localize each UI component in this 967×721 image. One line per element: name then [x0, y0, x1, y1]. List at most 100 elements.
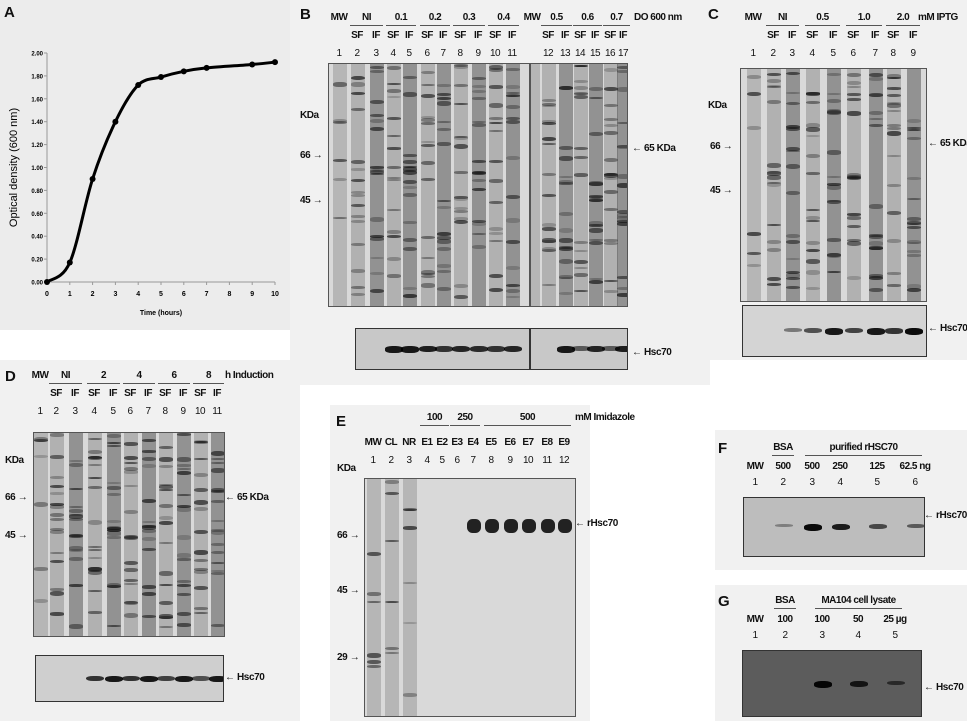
- protein-band: [472, 97, 486, 100]
- data-point: [249, 61, 256, 68]
- protein-band: [177, 535, 191, 541]
- protein-band: [69, 546, 83, 551]
- protein-band: [370, 65, 384, 69]
- protein-band: [421, 236, 435, 240]
- protein-band: [907, 127, 921, 130]
- lane-fraction-label: IF: [213, 388, 221, 399]
- lane-group-label: MA104 cell lysate: [821, 595, 896, 606]
- lane-number: 10: [489, 48, 501, 59]
- protein-band: [159, 583, 173, 587]
- protein-band: [806, 240, 820, 245]
- protein-band: [194, 550, 208, 556]
- protein-band: [786, 163, 800, 169]
- protein-band: [194, 440, 208, 444]
- gel-lane: [542, 64, 556, 306]
- protein-band: [767, 79, 781, 84]
- marker-value: 29: [337, 652, 348, 663]
- protein-band: [142, 463, 156, 468]
- lane-number: 6: [454, 455, 460, 466]
- protein-band: [806, 154, 820, 159]
- protein-band: [887, 184, 901, 188]
- data-point: [44, 279, 50, 285]
- protein-band: [869, 234, 883, 237]
- lane-fraction-label: MW: [746, 461, 764, 472]
- marker-value: 45: [300, 195, 311, 206]
- lane-fraction-label: CL: [384, 437, 398, 448]
- protein-band: [177, 558, 191, 561]
- lane-group-underline: [766, 25, 799, 26]
- protein-band: [107, 482, 121, 485]
- lane-number: 5: [892, 630, 898, 641]
- protein-band: [454, 284, 468, 288]
- protein-band: [506, 95, 520, 98]
- protein-band: [506, 265, 520, 270]
- protein-band: [142, 528, 156, 533]
- lane-number: 13: [559, 48, 571, 59]
- lane-number: 2: [354, 48, 360, 59]
- hsc70-band: [192, 675, 210, 681]
- protein-band: [827, 199, 841, 205]
- lane-number: 16: [604, 48, 616, 59]
- protein-band: [806, 208, 820, 212]
- lane-group-label: 0.2: [428, 12, 442, 23]
- protein-band: [370, 271, 384, 275]
- protein-band: [887, 87, 901, 90]
- data-point: [180, 68, 187, 75]
- lane-group-label: 0.7: [610, 12, 623, 23]
- protein-band: [177, 507, 191, 512]
- gel-lane: [467, 479, 481, 716]
- protein-band: [385, 480, 399, 484]
- unit-label: mM IPTG: [918, 12, 958, 23]
- protein-band: [767, 73, 781, 76]
- protein-band: [786, 101, 800, 106]
- gel-lane: [194, 433, 208, 636]
- protein-band: [403, 621, 417, 624]
- lane-group-label: NI: [362, 12, 372, 23]
- protein-band: [887, 284, 901, 287]
- lane-group-underline: [772, 455, 794, 456]
- protein-band: [387, 117, 401, 121]
- protein-band: [907, 254, 921, 257]
- protein-band: [617, 220, 627, 223]
- protein-band: [50, 433, 64, 437]
- protein-band: [472, 123, 486, 128]
- protein-band: [574, 92, 588, 96]
- protein-band: [69, 557, 83, 561]
- protein-band: [211, 457, 224, 460]
- protein-band: [437, 100, 451, 106]
- protein-band: [437, 128, 451, 132]
- protein-band: [367, 659, 381, 664]
- arrow-right-icon: →: [720, 141, 733, 152]
- gel-lane: [370, 64, 384, 306]
- hsc70-band: [850, 680, 868, 687]
- lane-group-label: 6: [171, 370, 177, 381]
- protein-band: [351, 92, 365, 96]
- lane-number: 1: [37, 406, 43, 417]
- lane-group-underline: [350, 25, 383, 26]
- protein-band: [847, 224, 861, 229]
- protein-band: [869, 247, 883, 251]
- lane-fraction-label: NR: [402, 437, 416, 448]
- protein-band: [542, 246, 556, 252]
- protein-band: [211, 529, 224, 532]
- protein-band: [370, 237, 384, 242]
- gel-lane: [504, 479, 518, 716]
- lane-number: 7: [470, 455, 476, 466]
- protein-band: [351, 203, 365, 208]
- protein-band: [786, 146, 800, 152]
- protein-band: [806, 123, 820, 128]
- y-tick-label: 0.40: [31, 235, 43, 241]
- protein-band: [559, 86, 573, 91]
- protein-band: [387, 256, 401, 262]
- lane-fraction-label: IF: [909, 30, 917, 41]
- lane-fraction-label: SF: [351, 30, 363, 41]
- protein-band: [604, 280, 618, 283]
- protein-band: [786, 286, 800, 290]
- protein-band: [472, 171, 486, 175]
- data-point: [89, 175, 96, 182]
- protein-band: [88, 611, 102, 614]
- gel-lane: [367, 479, 381, 716]
- protein-band: [437, 236, 451, 240]
- protein-band: [437, 92, 451, 96]
- protein-band: [211, 530, 224, 536]
